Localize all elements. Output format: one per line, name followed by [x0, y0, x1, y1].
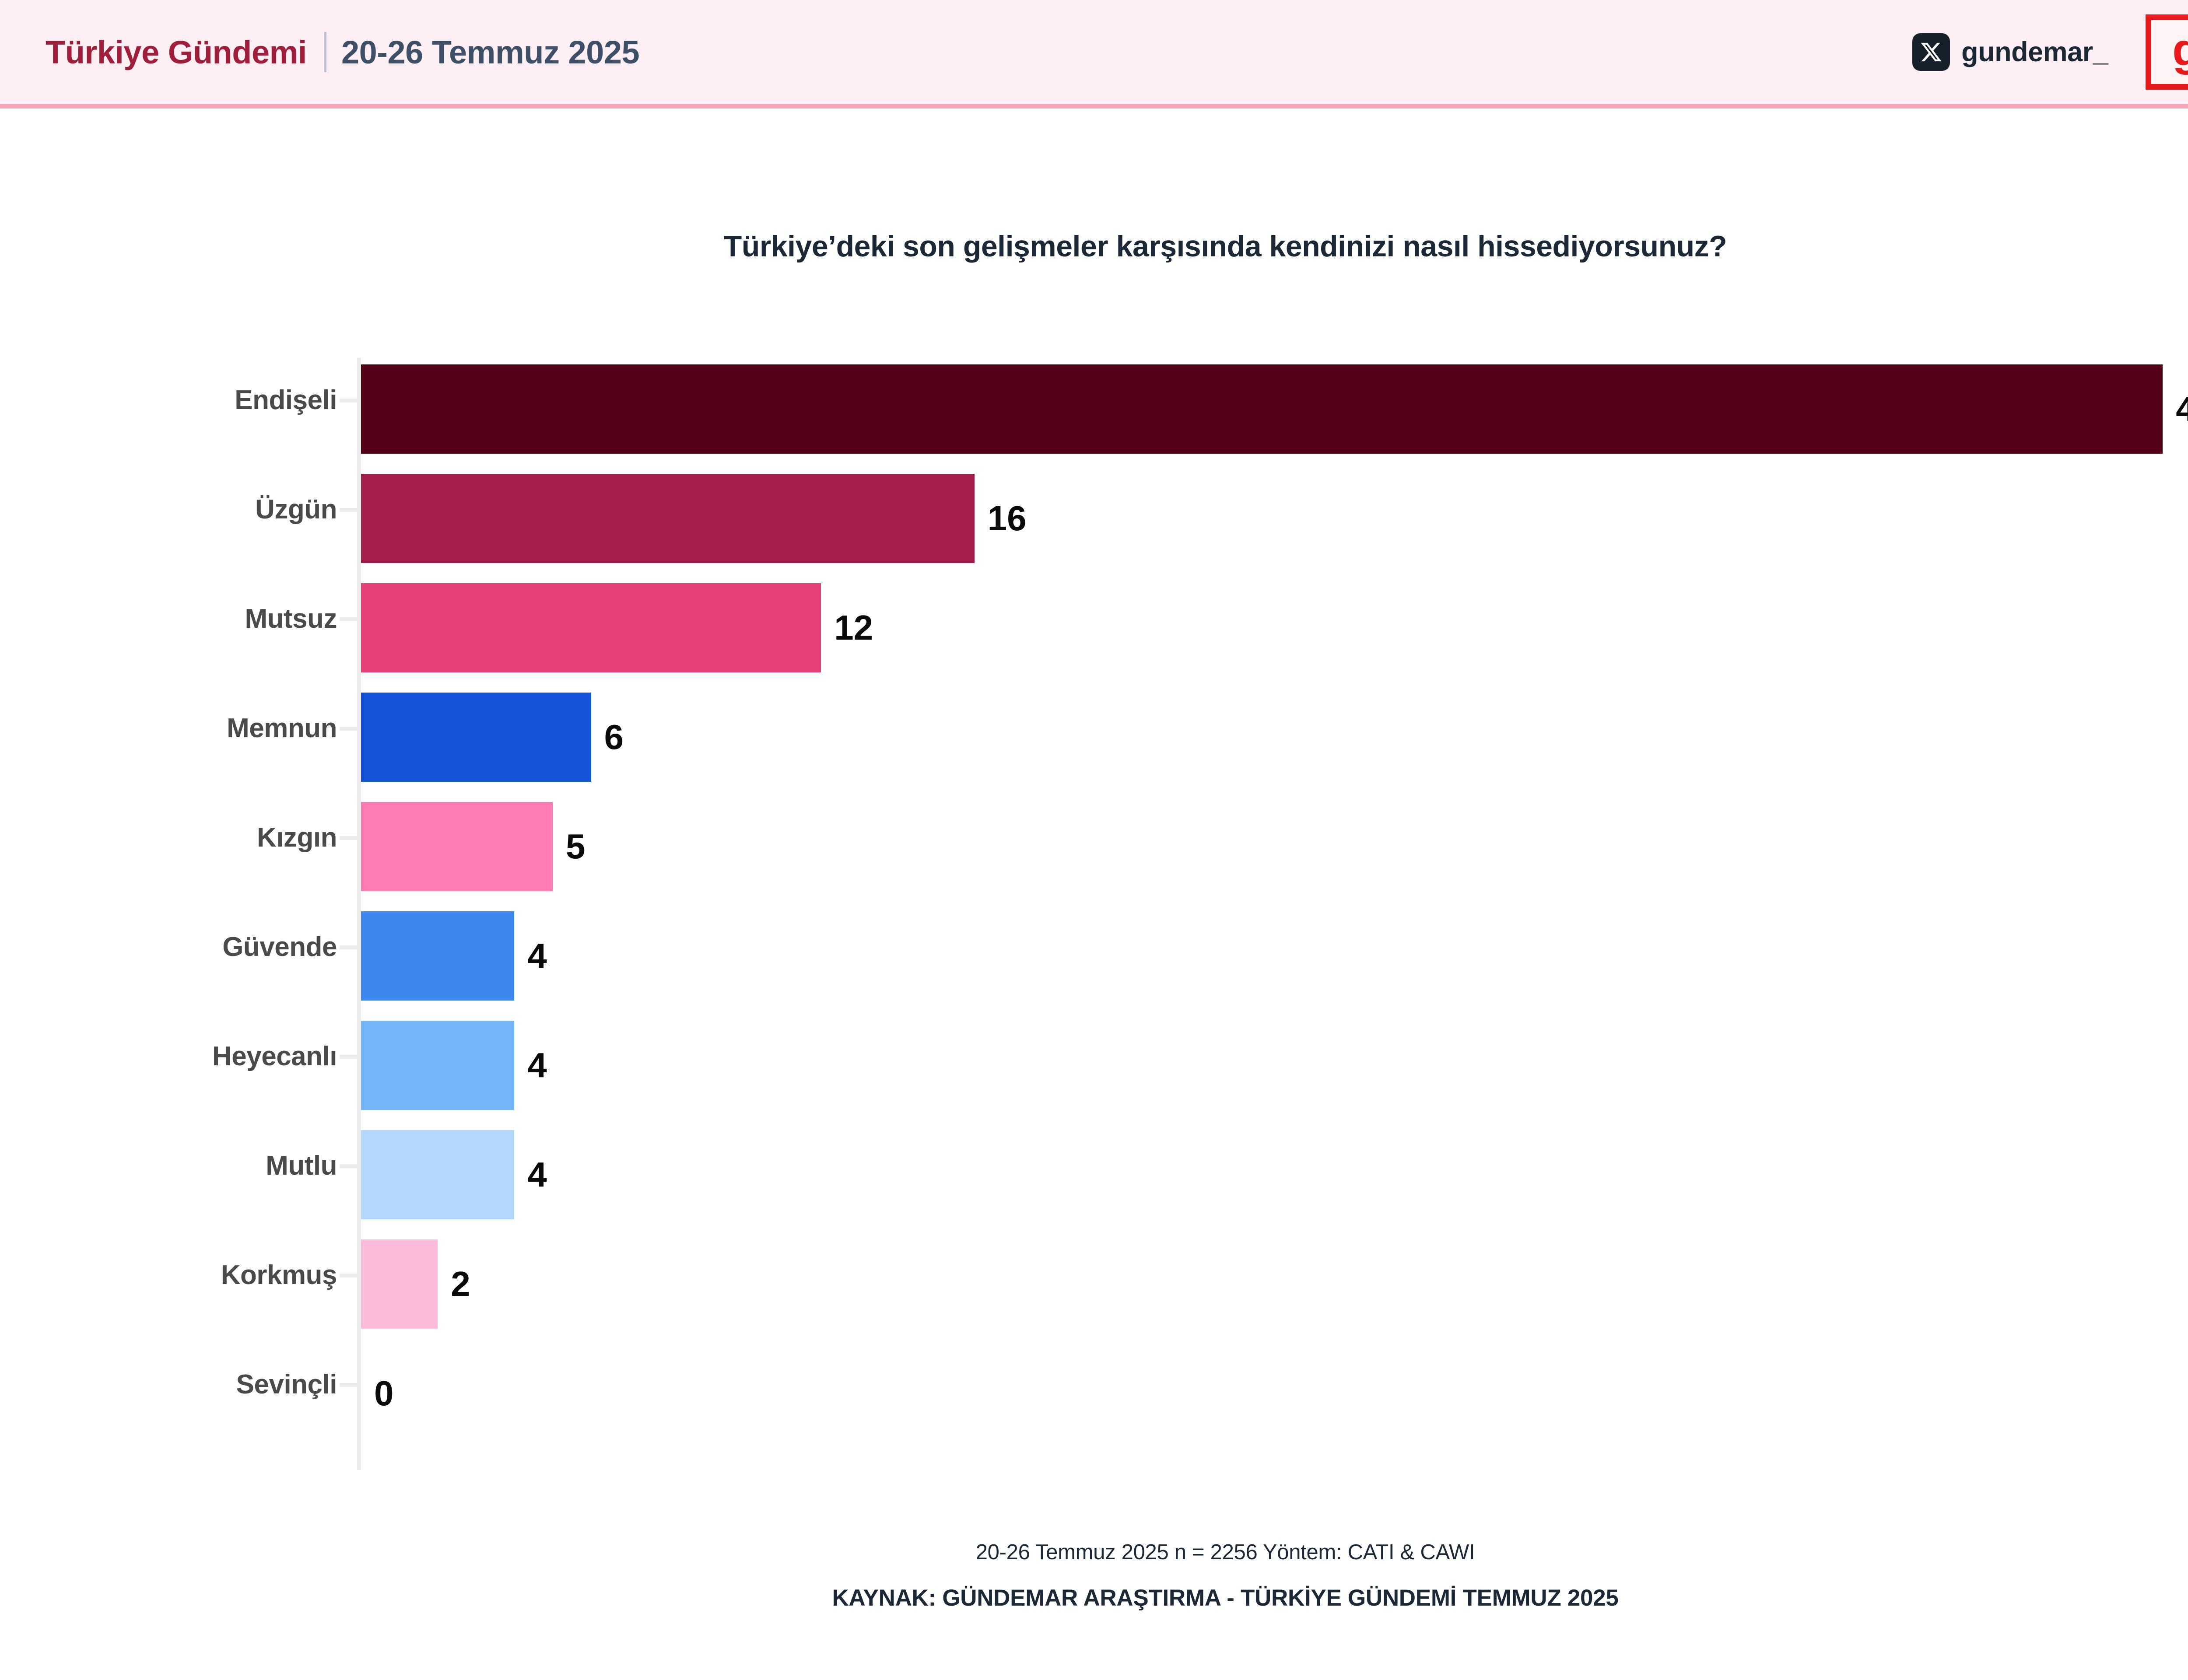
bar-value-label: 4	[527, 936, 547, 975]
y-axis-tick	[340, 1383, 358, 1387]
bar-row: Heyecanlı 4	[0, 1002, 2188, 1111]
bar-value-label: 6	[604, 718, 624, 756]
bar-row: Endişeli 47	[0, 346, 2188, 455]
bar-category-label: Memnun	[227, 713, 337, 743]
bar-category-label: Heyecanlı	[212, 1041, 337, 1071]
x-social-handle[interactable]: gundemar_	[1912, 33, 2108, 71]
bar-segment	[361, 693, 591, 782]
bar-category-label: Üzgün	[255, 494, 337, 525]
footer-source-line: KAYNAK: GÜNDEMAR ARAŞTIRMA - TÜRKİYE GÜN…	[832, 1585, 1619, 1611]
bar-category-label: Güvende	[222, 932, 337, 962]
bar-category-label: Kızgın	[257, 822, 337, 853]
bar-row: Üzgün 16	[0, 455, 2188, 564]
y-axis-tick	[340, 1164, 358, 1168]
bar-value-label: 12	[834, 608, 873, 647]
y-axis-tick	[340, 727, 358, 731]
bar-segment	[361, 474, 975, 563]
bar-row: Mutsuz 12	[0, 564, 2188, 674]
bar-category-label: Endişeli	[235, 385, 337, 415]
section-title: Türkiye Gündemi	[46, 34, 307, 70]
bar-segment	[361, 1021, 515, 1110]
logo-text-red: gündem	[2172, 24, 2188, 75]
y-axis-tick	[340, 836, 358, 840]
bar-category-label: Mutsuz	[245, 604, 337, 634]
chart-footer: 20-26 Temmuz 2025 n = 2256 Yöntem: CATI …	[0, 1540, 2188, 1611]
bar-row: Memnun 6	[0, 674, 2188, 783]
bar-row: Kızgın 5	[0, 783, 2188, 892]
logo-wordmark: gündemar	[2172, 27, 2188, 73]
x-handle-text: gundemar_	[1961, 37, 2108, 67]
bar-chart: Endişeli 47 Üzgün 16 Mutsuz 12 Memnun 6 Kızgın 5 G…	[0, 346, 2188, 1470]
y-axis-tick	[340, 617, 358, 621]
bar-segment	[361, 911, 515, 1001]
chart-title: Türkiye’deki son gelişmeler karşısında k…	[723, 230, 1727, 263]
bar-category-label: Sevinçli	[236, 1369, 337, 1400]
bar-segment	[361, 802, 553, 891]
bar-value-label: 0	[374, 1374, 394, 1413]
page-header: Türkiye Gündemi 20-26 Temmuz 2025 gundem…	[0, 0, 2188, 108]
y-axis-tick	[340, 1274, 358, 1278]
y-axis-line	[357, 358, 361, 1470]
bar-segment	[361, 1130, 515, 1219]
bar-category-label: Mutlu	[266, 1151, 337, 1181]
footer-method-note: 20-26 Temmuz 2025 n = 2256 Yöntem: CATI …	[975, 1540, 1475, 1564]
header-left-group: Türkiye Gündemi 20-26 Temmuz 2025	[46, 32, 640, 72]
header-divider	[324, 32, 326, 72]
bar-category-label: Korkmuş	[221, 1260, 337, 1290]
y-axis-tick	[340, 508, 358, 512]
bar-segment	[361, 583, 821, 672]
header-right-group: gundemar_ gündemar	[1912, 14, 2188, 90]
y-axis-tick	[340, 399, 358, 402]
bar-row: Sevinçli 0	[0, 1330, 2188, 1439]
bar-value-label: 5	[566, 827, 586, 866]
bar-value-label: 4	[527, 1155, 547, 1194]
bar-row: Korkmuş 2	[0, 1221, 2188, 1330]
bar-segment	[361, 364, 2163, 454]
gundemar-logo[interactable]: gündemar	[2146, 14, 2188, 90]
bar-segment	[361, 1239, 438, 1329]
y-axis-tick	[340, 945, 358, 949]
bar-value-label: 2	[451, 1264, 470, 1303]
header-date-range: 20-26 Temmuz 2025	[341, 34, 640, 70]
x-twitter-icon	[1912, 33, 1950, 71]
bar-value-label: 4	[527, 1046, 547, 1085]
bar-value-label: 16	[987, 499, 1027, 538]
bar-value-label: 47	[2176, 389, 2188, 428]
bar-row: Güvende 4	[0, 892, 2188, 1002]
y-axis-tick	[340, 1055, 358, 1059]
bar-row: Mutlu 4	[0, 1111, 2188, 1221]
